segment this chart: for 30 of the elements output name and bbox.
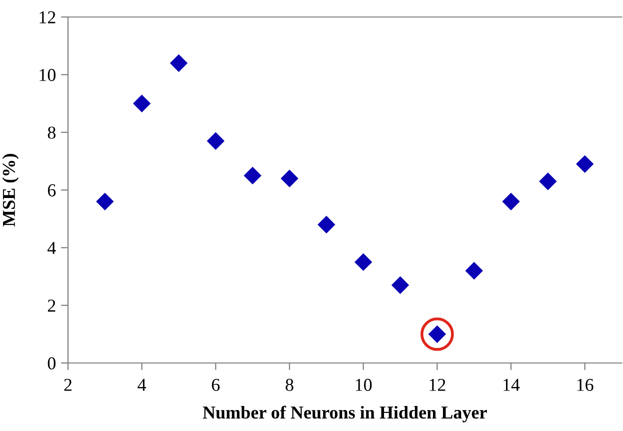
x-tick-label: 14 <box>504 378 520 391</box>
point <box>280 170 298 188</box>
x-tick-label: 2 <box>64 378 72 391</box>
x-axis-title: Number of Neurons in Hidden Layer <box>202 406 487 422</box>
y-tick-label: 8 <box>48 126 56 139</box>
point <box>392 276 409 294</box>
x-tick-label: 16 <box>577 378 594 391</box>
x-tick-label: 8 <box>286 378 294 391</box>
point <box>207 132 224 150</box>
y-tick-label: 4 <box>48 242 56 254</box>
point <box>133 94 150 112</box>
y-tick-label: 0 <box>48 357 56 370</box>
y-tick-label: 12 <box>40 11 56 24</box>
x-tick-label: 4 <box>138 378 146 391</box>
x-tick-label: 12 <box>430 378 446 391</box>
y-tick-label: 2 <box>48 300 56 312</box>
point <box>466 262 483 280</box>
x-tick-label: 10 <box>356 378 372 391</box>
point <box>318 216 335 234</box>
y-tick-label: 10 <box>40 68 56 82</box>
point <box>96 192 114 210</box>
point <box>244 167 262 184</box>
point <box>502 192 520 210</box>
point <box>354 254 372 271</box>
point <box>170 54 188 72</box>
y-axis-title: MSE (%) <box>2 154 19 227</box>
y-tick-label: 6 <box>48 184 56 196</box>
x-tick-label: 6 <box>212 378 220 391</box>
point <box>539 172 556 190</box>
point <box>576 156 594 173</box>
